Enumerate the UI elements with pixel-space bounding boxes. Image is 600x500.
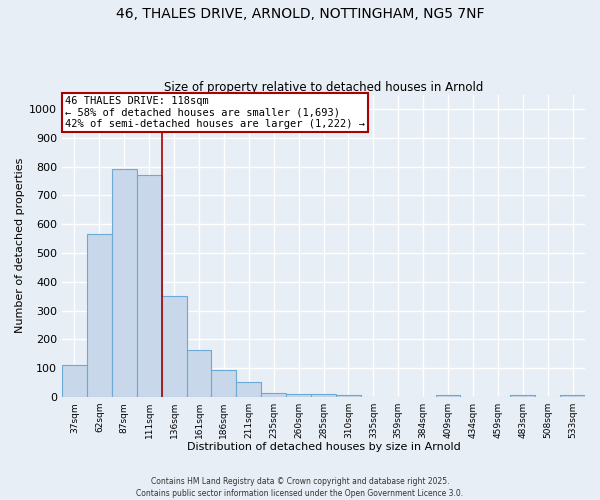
Bar <box>261 393 286 397</box>
Bar <box>311 394 336 397</box>
Text: 46 THALES DRIVE: 118sqm
← 58% of detached houses are smaller (1,693)
42% of semi: 46 THALES DRIVE: 118sqm ← 58% of detache… <box>65 96 365 129</box>
Bar <box>336 396 361 397</box>
Y-axis label: Number of detached properties: Number of detached properties <box>15 158 25 334</box>
Bar <box>87 234 112 397</box>
Text: 46, THALES DRIVE, ARNOLD, NOTTINGHAM, NG5 7NF: 46, THALES DRIVE, ARNOLD, NOTTINGHAM, NG… <box>116 8 484 22</box>
Bar <box>436 395 460 397</box>
Bar <box>211 370 236 397</box>
X-axis label: Distribution of detached houses by size in Arnold: Distribution of detached houses by size … <box>187 442 460 452</box>
Bar <box>236 382 261 397</box>
Bar <box>510 395 535 397</box>
Text: Contains HM Land Registry data © Crown copyright and database right 2025.
Contai: Contains HM Land Registry data © Crown c… <box>136 476 464 498</box>
Bar <box>62 366 87 397</box>
Title: Size of property relative to detached houses in Arnold: Size of property relative to detached ho… <box>164 82 483 94</box>
Bar <box>187 350 211 397</box>
Bar <box>560 395 585 397</box>
Bar <box>137 175 161 397</box>
Bar <box>112 170 137 397</box>
Bar <box>286 394 311 397</box>
Bar <box>161 296 187 397</box>
